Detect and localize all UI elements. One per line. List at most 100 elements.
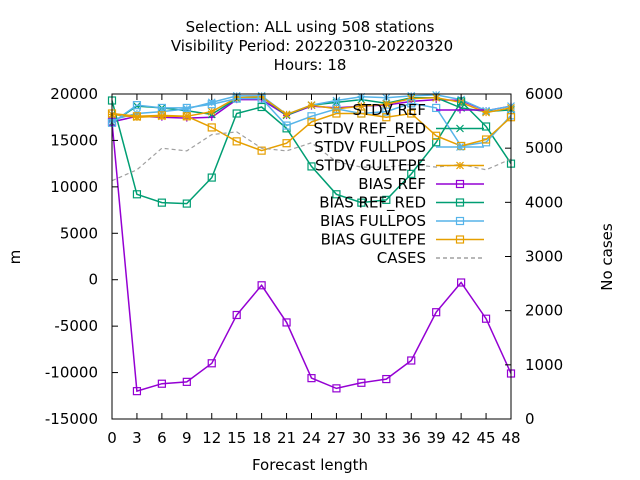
data-point [207,173,216,182]
chart-title-line3: Hours: 18 [274,56,347,74]
legend-entry-stdv-fullpos: STDV FULLPOS [314,138,484,156]
x-tick-label: 30 [352,429,371,447]
x-tick-label: 12 [202,429,221,447]
legend-entry-bias-gultepe: BIAS GULTEPE [321,231,484,249]
legend-label: STDV FULLPOS [314,138,426,156]
data-point [307,162,316,171]
legend-marker [456,161,464,170]
data-point [457,278,466,287]
data-point [307,374,316,383]
x-tick-label: 9 [182,429,192,447]
data-point [332,384,341,393]
data-point [432,308,441,317]
y2-tick-label: 3000 [525,248,563,266]
y2-tick-label: 0 [525,410,535,428]
legend-label: BIAS GULTEPE [321,231,426,249]
legend-marker [456,143,464,151]
data-point [207,359,216,368]
legend-label: CASES [377,249,426,267]
x-tick-label: 15 [227,429,246,447]
legend-entry-bias-fullpos: BIAS FULLPOS [320,212,484,230]
plot-frame [111,93,512,420]
chart-title-line2: Visibility Period: 20220310-20220320 [171,37,453,55]
y2-tick-label: 4000 [525,193,563,211]
y-tick-label: 20000 [50,85,98,103]
data-point [357,198,366,207]
data-point [432,103,441,113]
legend-label: STDV REF_RED [314,120,426,139]
legend-marker [455,179,465,189]
y-tick-label: -10000 [45,364,98,382]
legend-entry-stdv-ref-red: STDV REF_RED [314,120,484,139]
y-axis-label: m [6,250,24,265]
legend-marker [456,124,464,133]
x-tick-label: 36 [402,429,421,447]
series-line-bias-gultepe [111,112,512,152]
series-cases [111,131,512,182]
y-tick-label: 5000 [60,224,98,242]
data-point [282,139,291,148]
data-point [182,377,191,386]
data-point [332,109,341,118]
data-point [157,198,166,207]
series-bias-ref-red [107,96,516,208]
legend-label: BIAS REF [358,175,426,193]
data-point [232,109,241,118]
legend-label: BIAS REF_RED [319,194,426,213]
data-point [133,109,141,118]
data-point [282,318,291,327]
series-line-bias-ref [111,121,512,393]
data-point [332,96,341,105]
data-point [357,109,366,118]
data-point [157,112,166,121]
series-line-cases [111,131,512,182]
y-tick-label: -15000 [45,410,98,428]
x-tick-label: 24 [302,429,321,447]
x-tick-label: 42 [452,429,471,447]
data-point [407,169,416,178]
series-line-bias-fullpos [111,97,512,147]
data-point [457,141,466,151]
data-point [307,101,316,110]
data-point [382,100,391,109]
x-tick-label: 33 [377,429,396,447]
data-point [257,102,266,112]
legend-label: STDV GULTEPE [315,157,426,175]
data-point [257,146,266,155]
data-point [382,374,391,384]
legend-entry-bias-ref-red: BIAS REF_RED [319,194,484,213]
data-point [232,137,241,146]
data-point [207,123,216,132]
data-point [282,121,291,130]
data-point [132,112,142,121]
x-tick-label: 27 [327,429,346,447]
y2-tick-label: 1000 [525,356,563,374]
x-tick-label: 39 [427,429,446,447]
data-point [282,110,291,119]
legend-entry-cases: CASES [377,249,484,267]
data-point [432,131,441,140]
data-point [257,281,266,290]
y2-tick-label: 2000 [525,302,563,320]
y-tick-label: 15000 [50,131,98,149]
legend-entry-stdv-gultepe: STDV GULTEPE [315,157,484,175]
axes: 0 3 6 9 12 15 18 21 24 27 30 33 36 39 42 45 48-15000-100… [45,85,563,447]
series-bias-gultepe [107,109,516,155]
data-point [132,101,142,110]
x-tick-label: 48 [501,429,520,447]
y-tick-label: 10000 [50,178,98,196]
legend-marker [456,106,464,114]
data-point [481,122,491,131]
data-point [182,199,191,208]
legend-marker [455,235,465,244]
y2-axis-label: No cases [598,223,616,291]
data-point [332,190,341,199]
x-tick-label: 3 [132,429,142,447]
legend-marker [455,198,465,207]
data-point [307,117,316,126]
x-tick-label: 6 [157,429,167,447]
legend-label: BIAS FULLPOS [320,212,426,230]
data-point [182,104,191,113]
data-point [407,356,416,365]
